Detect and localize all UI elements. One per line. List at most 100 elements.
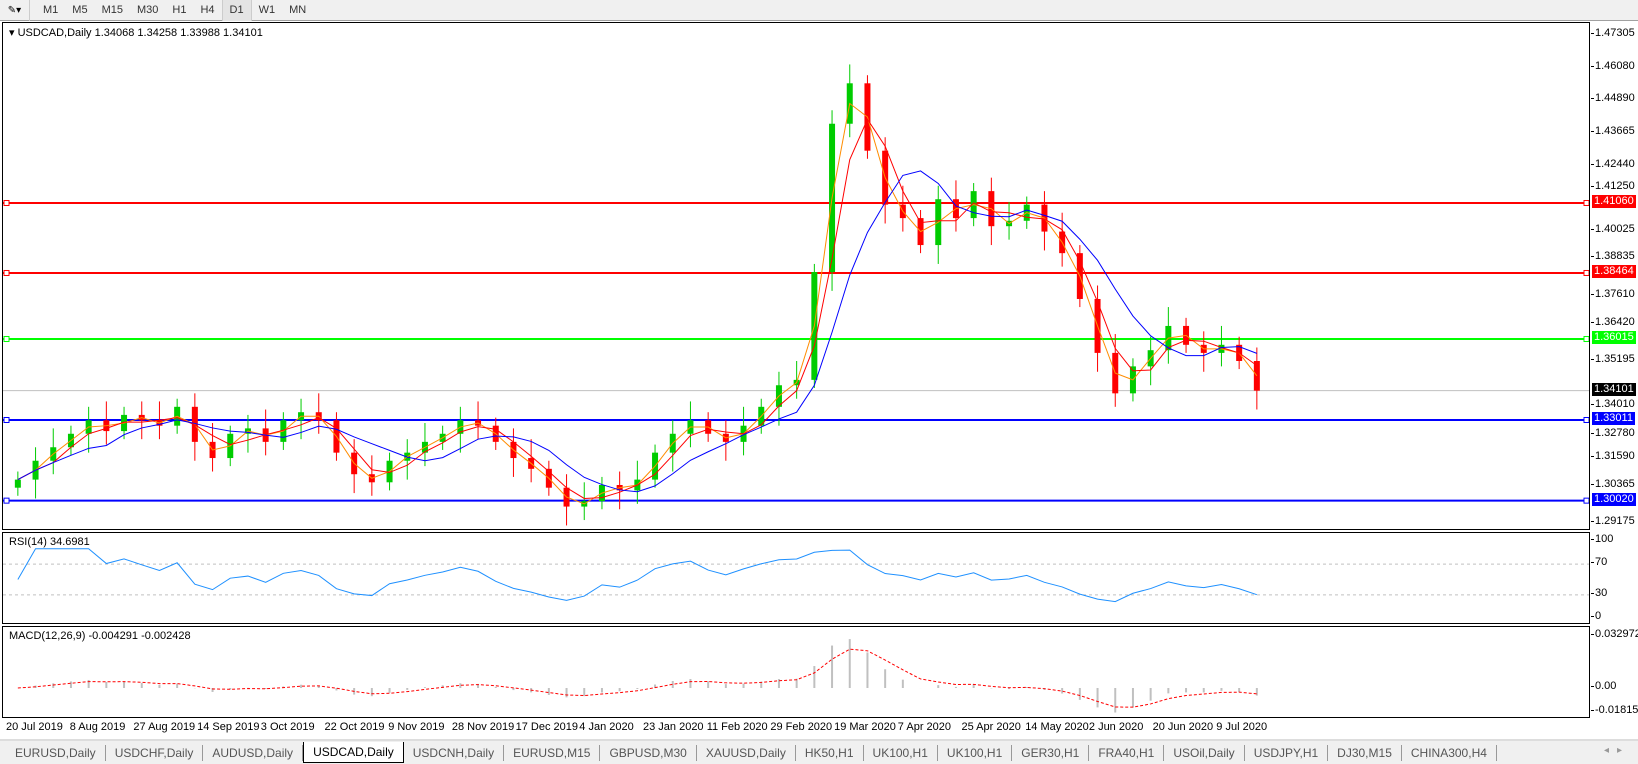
price-tick: 1.34010 bbox=[1591, 397, 1635, 410]
price-tick: 1.31590 bbox=[1591, 450, 1635, 463]
line-handle bbox=[1583, 497, 1589, 504]
tab-usdcad-daily[interactable]: USDCAD,Daily bbox=[303, 742, 404, 763]
date-label: 25 Apr 2020 bbox=[961, 721, 1021, 733]
tab-scroll-arrows[interactable]: ◂▸ bbox=[1603, 745, 1630, 756]
date-label: 22 Oct 2019 bbox=[324, 721, 385, 733]
date-label: 29 Feb 2020 bbox=[770, 721, 833, 733]
macd-chart bbox=[17, 639, 1258, 713]
timeframe-m15[interactable]: M15 bbox=[101, 3, 123, 16]
timeframe-h1[interactable]: H1 bbox=[172, 3, 187, 16]
date-label: 9 Jul 2020 bbox=[1216, 721, 1268, 733]
tab-usdchf-daily[interactable]: USDCHF,Daily bbox=[106, 744, 204, 761]
date-label: 20 Jul 2019 bbox=[6, 721, 63, 733]
tab-china300-h4[interactable]: CHINA300,H4 bbox=[1402, 744, 1497, 761]
date-label: 9 Nov 2019 bbox=[388, 721, 445, 733]
date-label: 7 Apr 2020 bbox=[897, 721, 952, 733]
line-handle bbox=[1583, 417, 1589, 424]
date-axis: 20 Jul 2019 8 Aug 2019 27 Aug 2019 14 Sep 2… bbox=[2, 719, 1590, 737]
drawing-tools-icon[interactable]: ✎▾ bbox=[0, 0, 30, 21]
timeframe-m30[interactable]: M30 bbox=[136, 3, 159, 16]
macd-tick: 0.00 bbox=[1590, 680, 1617, 692]
macd-tick: -0.01815 bbox=[1590, 704, 1638, 716]
price-tick: 1.30365 bbox=[1591, 477, 1635, 490]
date-label: 11 Feb 2020 bbox=[706, 721, 768, 733]
date-label: 17 Dec 2019 bbox=[515, 721, 578, 733]
price-tick: 1.37610 bbox=[1591, 288, 1635, 300]
price-chart-pane[interactable]: ▾ USDCAD,Daily 1.34068 1.34258 1.33988 1… bbox=[2, 22, 1590, 530]
tab-gbpusd-m30[interactable]: GBPUSD,M30 bbox=[600, 744, 697, 761]
date-label: 19 Mar 2020 bbox=[834, 721, 896, 733]
tab-eurusd-daily[interactable]: EURUSD,Daily bbox=[6, 744, 106, 761]
date-label: 20 Jun 2020 bbox=[1152, 721, 1214, 733]
tab-usdjpy-h1[interactable]: USDJPY,H1 bbox=[1245, 744, 1329, 761]
tab-dj30-m15[interactable]: DJ30,M15 bbox=[1328, 744, 1402, 761]
price-tick: 1.46080 bbox=[1591, 59, 1635, 72]
date-label: 8 Aug 2019 bbox=[69, 721, 126, 733]
timeframe-buttons: M1 M5 M15 M30 H1 H4 D1 W1 MN bbox=[36, 0, 313, 21]
line-price-label: 1.38464 bbox=[1592, 264, 1636, 278]
line-handle bbox=[3, 269, 10, 276]
price-tick: 1.35195 bbox=[1591, 353, 1635, 366]
date-label: 28 Nov 2019 bbox=[451, 721, 515, 733]
line-handle bbox=[3, 200, 10, 206]
macd-label: MACD(12,26,9) -0.004291 -0.002428 bbox=[9, 630, 191, 642]
line-price-label: 1.30020 bbox=[1592, 492, 1636, 506]
rsi-axis: 100 70 30 0 bbox=[1590, 532, 1638, 624]
date-label: 14 Sep 2019 bbox=[197, 721, 260, 733]
line-handle bbox=[3, 336, 10, 343]
tab-ger30-h1[interactable]: GER30,H1 bbox=[1012, 744, 1090, 761]
rsi-tick: 30 bbox=[1590, 586, 1608, 599]
ma-slow-line bbox=[17, 170, 1258, 493]
date-label: 3 Oct 2019 bbox=[260, 721, 315, 733]
ma-mid-line bbox=[17, 118, 1258, 499]
rsi-tick: 70 bbox=[1590, 556, 1608, 569]
rsi-tick: 0 bbox=[1590, 610, 1602, 622]
price-axis: 1.41060 1.38464 1.36015 1.33011 1.30020 1.341… bbox=[1591, 22, 1638, 530]
rsi-chart bbox=[3, 548, 1589, 603]
tab-fra40-h1[interactable]: FRA40,H1 bbox=[1089, 744, 1165, 761]
timeframe-toolbar: ✎▾ M1 M5 M15 M30 H1 H4 D1 W1 MN bbox=[0, 0, 1638, 21]
chart-ohlc: USDCAD,Daily 1.34068 1.34258 1.33988 1.3… bbox=[17, 27, 263, 39]
candlestick-chart bbox=[3, 64, 1589, 526]
timeframe-mn[interactable]: MN bbox=[289, 3, 307, 16]
macd-pane: MACD(12,26,9) -0.004291 -0.002428 bbox=[2, 626, 1590, 718]
timeframe-m1[interactable]: M1 bbox=[43, 3, 59, 16]
macd-axis: 0.032972 0.00 -0.01815 bbox=[1590, 626, 1638, 718]
price-tick: 1.38835 bbox=[1591, 249, 1635, 262]
line-price-label: 1.41060 bbox=[1592, 195, 1636, 208]
macd-signal-line bbox=[17, 648, 1257, 708]
timeframe-h4[interactable]: H4 bbox=[200, 3, 215, 16]
price-tick: 1.42440 bbox=[1591, 157, 1635, 170]
tab-audusd-daily[interactable]: AUDUSD,Daily bbox=[203, 744, 304, 761]
price-tick: 1.36420 bbox=[1591, 316, 1635, 328]
price-tick: 1.32780 bbox=[1591, 427, 1635, 439]
tab-uk100-h1[interactable]: UK100,H1 bbox=[938, 744, 1013, 761]
line-handle bbox=[3, 417, 10, 424]
date-label: 23 Jan 2020 bbox=[643, 721, 704, 733]
date-label: 4 Jan 2020 bbox=[579, 721, 634, 733]
rsi-pane: RSI(14) 34.6981 bbox=[2, 532, 1590, 624]
date-label: 14 May 2020 bbox=[1025, 721, 1089, 733]
date-label: 2 Jun 2020 bbox=[1088, 721, 1144, 733]
line-handle bbox=[1583, 200, 1589, 206]
timeframe-m5[interactable]: M5 bbox=[72, 3, 88, 16]
timeframe-d1[interactable]: D1 bbox=[221, 0, 252, 21]
tab-usoil-daily[interactable]: USOil,Daily bbox=[1164, 744, 1245, 761]
line-handle bbox=[3, 497, 10, 504]
chart-tabs: ◂▸ EURUSD,Daily USDCHF,Daily AUDUSD,Daily US… bbox=[0, 739, 1638, 764]
rsi-tick: 100 bbox=[1590, 533, 1614, 545]
price-tick: 1.41250 bbox=[1591, 180, 1635, 192]
tab-hk50-h1[interactable]: HK50,H1 bbox=[796, 744, 864, 761]
tab-uk100-h1[interactable]: UK100,H1 bbox=[864, 744, 938, 761]
tab-usdcnh-daily[interactable]: USDCNH,Daily bbox=[404, 744, 505, 761]
rsi-label: RSI(14) 34.6981 bbox=[9, 536, 90, 548]
tab-xauusd-daily[interactable]: XAUUSD,Daily bbox=[697, 744, 796, 761]
macd-tick: 0.032972 bbox=[1591, 628, 1638, 641]
tab-eurusd-m15[interactable]: EURUSD,M15 bbox=[504, 744, 601, 761]
line-price-label: 1.36015 bbox=[1592, 331, 1636, 344]
ma-fast-line bbox=[17, 102, 1258, 505]
line-price-label: 1.33011 bbox=[1592, 412, 1635, 425]
chart-header: ▾ USDCAD,Daily 1.34068 1.34258 1.33988 1… bbox=[9, 27, 263, 39]
timeframe-w1[interactable]: W1 bbox=[258, 3, 276, 16]
price-tick: 1.29175 bbox=[1591, 515, 1635, 527]
